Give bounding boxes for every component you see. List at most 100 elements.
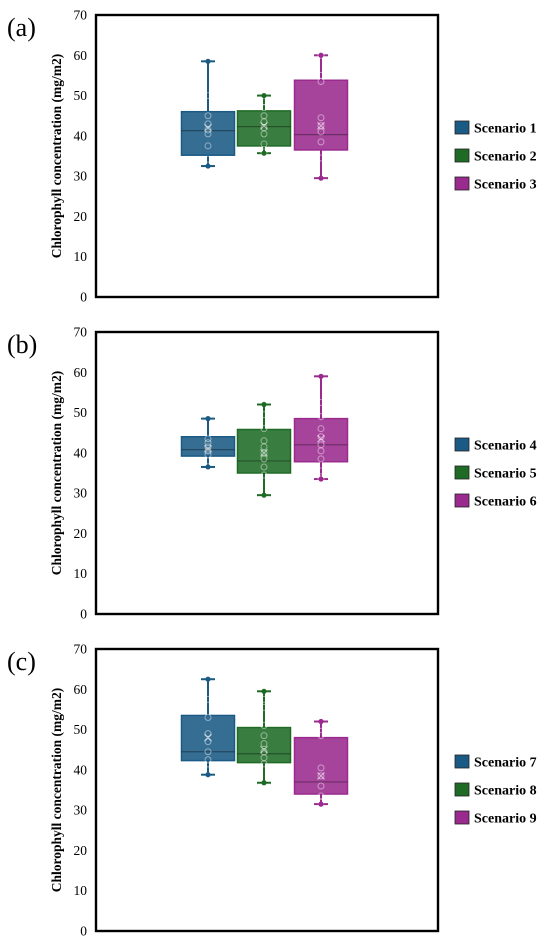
data-point <box>204 439 212 447</box>
data-point <box>260 695 268 703</box>
legend-swatch <box>454 148 470 163</box>
legend-swatch <box>454 810 470 825</box>
data-point <box>260 425 268 433</box>
y-tick-label: 50 <box>74 88 88 103</box>
mean-marker <box>317 121 325 130</box>
data-point <box>317 467 325 475</box>
data-point <box>260 740 268 748</box>
extreme-point <box>205 464 211 470</box>
y-tick-label: 10 <box>74 249 88 264</box>
extreme-point <box>318 175 324 181</box>
iqr-box <box>293 417 349 463</box>
legend-swatch <box>454 782 470 797</box>
legend-swatch <box>454 437 470 452</box>
data-point <box>317 114 325 122</box>
y-tick-label: 70 <box>74 325 88 340</box>
legend-label: Scenario 4 <box>474 439 537 454</box>
chart-panel-3: (c) Chlorophyll concentration (mg/m2) 0 10 2… <box>7 642 537 939</box>
extreme-point <box>261 92 267 99</box>
mean-marker <box>317 434 325 443</box>
y-tick-label: 40 <box>74 128 88 143</box>
panel-label: (a) <box>7 13 36 42</box>
data-point <box>204 155 212 163</box>
extreme-point <box>205 58 211 64</box>
data-point <box>317 138 325 146</box>
y-tick-label: 10 <box>74 883 88 898</box>
data-point <box>204 457 212 465</box>
data-point <box>260 463 268 471</box>
data-point <box>260 98 268 106</box>
y-tick-label: 70 <box>74 642 88 657</box>
mean-marker <box>204 123 212 132</box>
box-3 <box>293 718 349 807</box>
y-tick-label: 0 <box>80 607 87 622</box>
box-2 <box>236 401 292 498</box>
extreme-point <box>205 676 211 682</box>
legend-label: Scenario 2 <box>474 150 537 165</box>
y-tick-label: 20 <box>74 843 88 858</box>
data-point <box>317 455 325 463</box>
extreme-point <box>261 780 267 786</box>
y-tick-label: 0 <box>80 924 87 939</box>
data-point <box>317 782 325 790</box>
iqr-box <box>293 736 349 795</box>
data-point <box>317 77 325 85</box>
data-point <box>260 443 268 451</box>
legend-label: Scenario 8 <box>474 784 537 799</box>
data-point <box>317 51 325 59</box>
y-tick-label: 20 <box>74 209 88 224</box>
iqr-box <box>180 110 236 156</box>
data-point <box>317 441 325 449</box>
data-point <box>260 140 268 148</box>
legend-label: Scenario 7 <box>474 756 537 771</box>
data-point <box>204 130 212 138</box>
data-point <box>317 425 325 433</box>
legend-label: Scenario 6 <box>474 495 537 510</box>
extreme-point <box>318 373 324 379</box>
iqr-box <box>236 110 292 147</box>
legend-swatch <box>454 465 470 480</box>
y-tick-label: 20 <box>74 526 88 541</box>
box-2 <box>236 92 292 156</box>
y-tick-label: 30 <box>74 803 88 818</box>
box-2 <box>236 688 292 786</box>
extreme-point <box>261 150 267 156</box>
data-point <box>317 128 325 136</box>
data-point <box>260 732 268 740</box>
legend-label: Scenario 5 <box>474 467 537 482</box>
data-point <box>260 124 268 132</box>
extreme-point <box>318 801 324 807</box>
data-point <box>260 748 268 756</box>
iqr-box <box>236 428 292 474</box>
y-axis-label: Chlorophyll concentration (mg/m2) <box>49 54 64 259</box>
chart-panel-2: (b) Chlorophyll concentration (mg/m2) 0 10 2… <box>7 325 537 622</box>
data-point <box>317 792 325 800</box>
extreme-point <box>205 163 211 169</box>
data-point <box>260 455 268 463</box>
data-point <box>204 112 212 120</box>
mean-marker <box>260 448 268 457</box>
data-point <box>204 730 212 738</box>
plot-frame <box>94 13 440 299</box>
legend-swatch <box>454 754 470 769</box>
extreme-point <box>261 492 267 498</box>
plot-frame <box>94 330 440 616</box>
data-point <box>260 112 268 120</box>
data-point <box>260 703 268 711</box>
y-tick-label: 60 <box>74 682 88 697</box>
extreme-point <box>318 718 324 725</box>
data-point <box>260 754 268 762</box>
data-point <box>317 447 325 455</box>
data-point <box>204 126 212 134</box>
y-tick-label: 0 <box>80 290 87 305</box>
y-tick-label: 30 <box>74 486 88 501</box>
data-point <box>204 713 212 721</box>
data-point <box>204 142 212 150</box>
y-tick-label: 60 <box>74 48 88 63</box>
data-point <box>317 399 325 406</box>
data-point <box>260 760 268 768</box>
legend-swatch <box>454 176 470 191</box>
data-point <box>204 748 212 756</box>
plot-frame <box>94 647 440 933</box>
